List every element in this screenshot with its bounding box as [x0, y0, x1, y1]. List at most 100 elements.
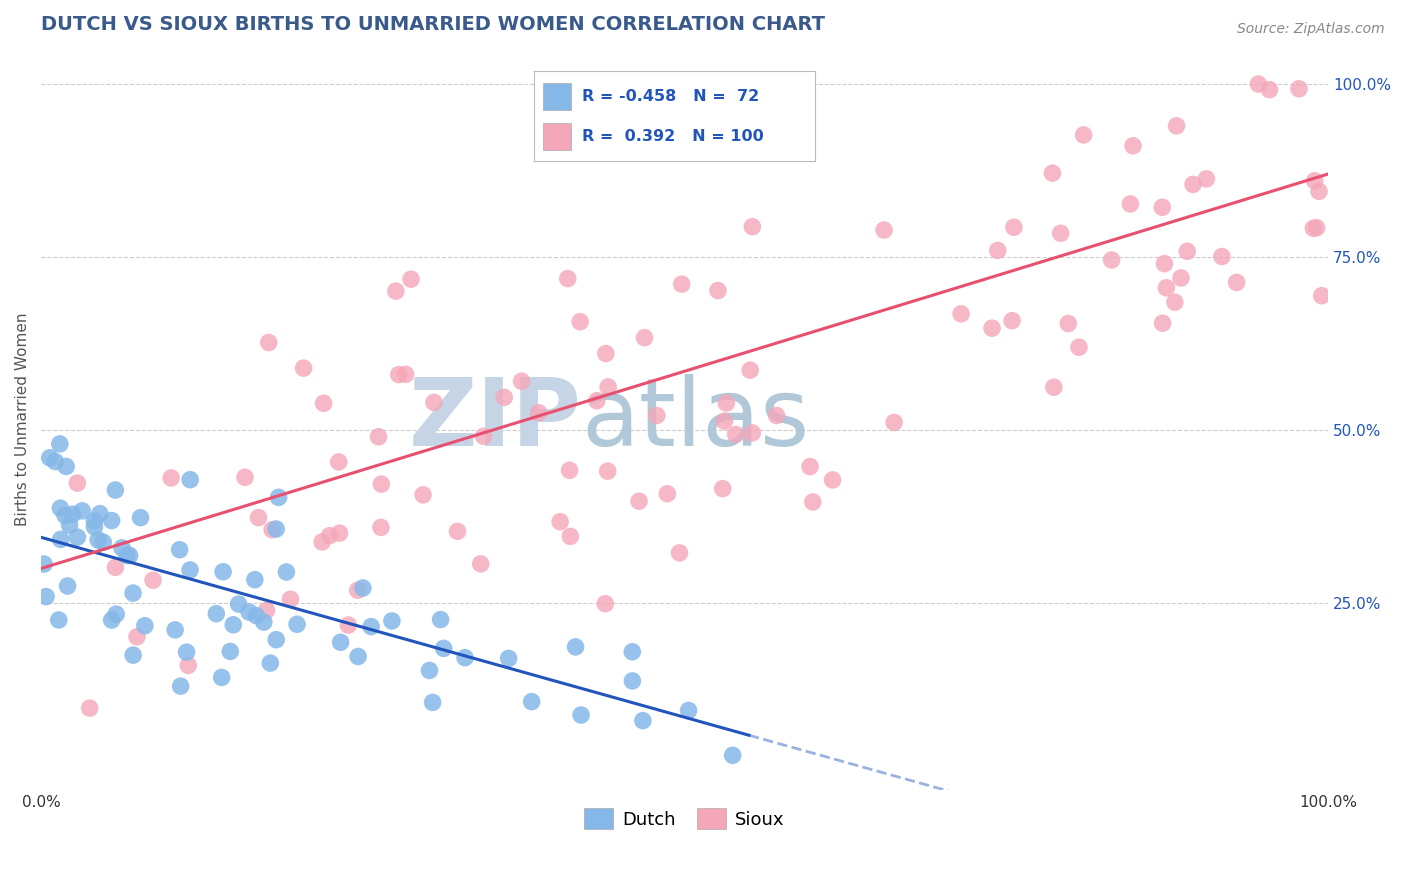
Point: [222, 617, 245, 632]
Point: [370, 520, 392, 534]
Point: [179, 563, 201, 577]
Point: [118, 549, 141, 563]
Point: [385, 284, 408, 298]
Point: [238, 605, 260, 619]
Point: [821, 473, 844, 487]
Point: [311, 535, 333, 549]
Point: [253, 615, 276, 629]
Point: [558, 463, 581, 477]
Point: [721, 748, 744, 763]
Point: [176, 645, 198, 659]
Legend: Dutch, Sioux: Dutch, Sioux: [576, 801, 792, 837]
Y-axis label: Births to Unmarried Women: Births to Unmarried Women: [15, 313, 30, 526]
Point: [49, 501, 72, 516]
Point: [1152, 316, 1174, 330]
Text: R = -0.458   N =  72: R = -0.458 N = 72: [582, 89, 759, 103]
Point: [247, 510, 270, 524]
Point: [1101, 252, 1123, 267]
Point: [741, 219, 763, 234]
Point: [328, 455, 350, 469]
Point: [56, 579, 79, 593]
Point: [105, 607, 128, 621]
Point: [83, 514, 105, 528]
Point: [122, 648, 145, 662]
Text: Source: ZipAtlas.com: Source: ZipAtlas.com: [1237, 22, 1385, 37]
Point: [219, 644, 242, 658]
Point: [264, 522, 287, 536]
Point: [433, 641, 456, 656]
Point: [66, 530, 89, 544]
Point: [122, 586, 145, 600]
Point: [1002, 220, 1025, 235]
Point: [211, 670, 233, 684]
Point: [228, 597, 250, 611]
Point: [520, 695, 543, 709]
Point: [285, 617, 308, 632]
FancyBboxPatch shape: [543, 123, 571, 150]
Point: [621, 673, 644, 688]
Point: [70, 504, 93, 518]
Point: [83, 520, 105, 534]
Point: [671, 277, 693, 292]
Point: [49, 533, 72, 547]
Point: [243, 573, 266, 587]
Point: [1211, 250, 1233, 264]
Point: [312, 396, 335, 410]
Text: R =  0.392   N = 100: R = 0.392 N = 100: [582, 129, 763, 144]
Point: [716, 396, 738, 410]
Point: [724, 427, 747, 442]
Point: [631, 714, 654, 728]
Point: [1302, 221, 1324, 235]
Point: [1152, 200, 1174, 214]
Point: [264, 632, 287, 647]
Point: [100, 514, 122, 528]
Point: [259, 656, 281, 670]
Point: [557, 271, 579, 285]
Point: [1310, 289, 1333, 303]
Point: [569, 315, 592, 329]
Point: [454, 650, 477, 665]
Text: DUTCH VS SIOUX BIRTHS TO UNMARRIED WOMEN CORRELATION CHART: DUTCH VS SIOUX BIRTHS TO UNMARRIED WOMEN…: [41, 15, 825, 34]
Point: [142, 573, 165, 587]
Point: [367, 430, 389, 444]
Point: [564, 640, 586, 654]
Point: [165, 623, 187, 637]
Point: [399, 272, 422, 286]
Point: [678, 703, 700, 717]
Point: [1049, 227, 1071, 241]
Point: [1119, 197, 1142, 211]
Point: [35, 590, 58, 604]
Point: [628, 494, 651, 508]
Point: [1043, 380, 1066, 394]
Point: [470, 557, 492, 571]
Text: ZIP: ZIP: [409, 374, 582, 466]
Point: [1303, 174, 1326, 188]
Point: [233, 470, 256, 484]
Point: [205, 607, 228, 621]
Point: [1226, 276, 1249, 290]
Point: [352, 581, 374, 595]
Point: [329, 635, 352, 649]
Point: [741, 425, 763, 440]
Point: [472, 429, 495, 443]
Point: [179, 473, 201, 487]
FancyBboxPatch shape: [543, 83, 571, 110]
Point: [346, 583, 368, 598]
Point: [337, 618, 360, 632]
Point: [129, 510, 152, 524]
Point: [104, 483, 127, 497]
Point: [169, 679, 191, 693]
Point: [347, 649, 370, 664]
Point: [1288, 82, 1310, 96]
Point: [38, 450, 60, 465]
Point: [1067, 340, 1090, 354]
Point: [212, 565, 235, 579]
Point: [621, 645, 644, 659]
Point: [1258, 83, 1281, 97]
Point: [657, 487, 679, 501]
Point: [1308, 185, 1330, 199]
Point: [111, 541, 134, 555]
Point: [53, 508, 76, 523]
Point: [1057, 317, 1080, 331]
Point: [1156, 281, 1178, 295]
